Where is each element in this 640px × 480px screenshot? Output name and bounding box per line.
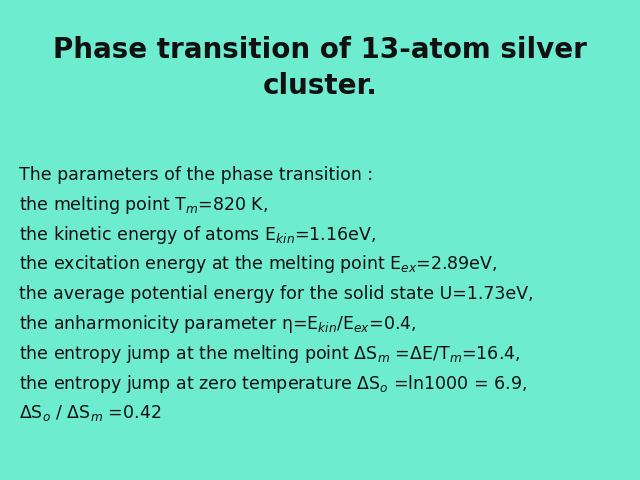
Text: the entropy jump at zero temperature ΔS$_o$ =ln1000 = 6.9,: the entropy jump at zero temperature ΔS$…	[19, 372, 527, 395]
Text: ΔS$_o$ / ΔS$_m$ =0.42: ΔS$_o$ / ΔS$_m$ =0.42	[19, 403, 161, 423]
Text: the average potential energy for the solid state U=1.73eV,: the average potential energy for the sol…	[19, 285, 534, 303]
Text: the melting point T$_m$=820 K,: the melting point T$_m$=820 K,	[19, 194, 268, 216]
Text: The parameters of the phase transition :: The parameters of the phase transition :	[19, 166, 373, 184]
Text: the entropy jump at the melting point ΔS$_m$ =ΔE/T$_m$=16.4,: the entropy jump at the melting point ΔS…	[19, 343, 520, 365]
Text: cluster.: cluster.	[262, 72, 378, 100]
Text: the excitation energy at the melting point E$_{ex}$=2.89eV,: the excitation energy at the melting poi…	[19, 253, 497, 276]
Text: the anharmonicity parameter η=E$_{kin}$/E$_{ex}$=0.4,: the anharmonicity parameter η=E$_{kin}$/…	[19, 313, 417, 335]
Text: the kinetic energy of atoms E$_{kin}$=1.16eV,: the kinetic energy of atoms E$_{kin}$=1.…	[19, 224, 376, 246]
Text: Phase transition of 13-atom silver: Phase transition of 13-atom silver	[53, 36, 587, 64]
